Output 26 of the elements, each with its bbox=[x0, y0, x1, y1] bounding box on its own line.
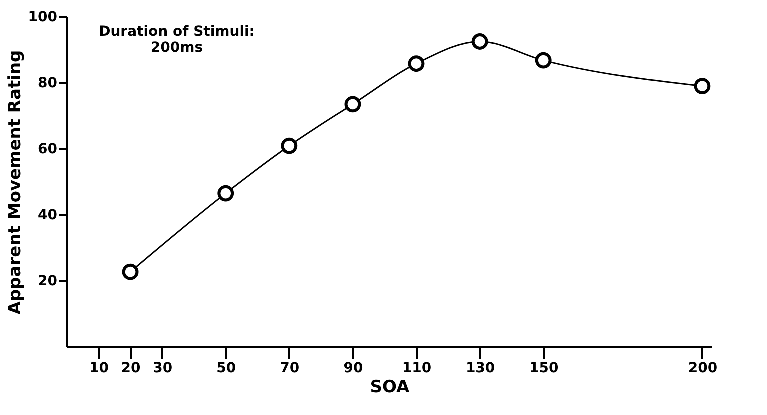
y-tick-label: 100 bbox=[28, 10, 58, 26]
point bbox=[281, 138, 298, 154]
x-tick-label: 90 bbox=[344, 360, 364, 376]
y-tick-label: 20 bbox=[38, 274, 58, 290]
x-tick-label: 30 bbox=[153, 360, 173, 376]
y-tick-label: 60 bbox=[38, 142, 58, 158]
y-tick-label: 80 bbox=[38, 76, 58, 92]
annotation: Duration of Stimuli: 200ms bbox=[99, 24, 255, 56]
point bbox=[344, 96, 362, 113]
point bbox=[122, 264, 139, 280]
point bbox=[218, 185, 234, 202]
point bbox=[472, 34, 488, 50]
x-tick-label: 150 bbox=[529, 360, 559, 376]
y-axis-title: Apparent Movement Rating bbox=[5, 50, 26, 315]
point bbox=[694, 78, 711, 94]
x-tick-label: 70 bbox=[280, 360, 300, 376]
x-tick-label: 50 bbox=[216, 360, 236, 376]
x-tick-label: 110 bbox=[402, 360, 432, 376]
point bbox=[408, 56, 425, 72]
x-tick-label: 10 bbox=[90, 360, 110, 376]
point bbox=[535, 52, 552, 69]
x-tick-label: 20 bbox=[121, 360, 142, 376]
x-axis-title: SOA bbox=[370, 378, 411, 398]
x-tick-label: 200 bbox=[688, 360, 718, 376]
y-tick-label: 40 bbox=[38, 208, 58, 224]
x-tick-label: 130 bbox=[466, 360, 496, 376]
